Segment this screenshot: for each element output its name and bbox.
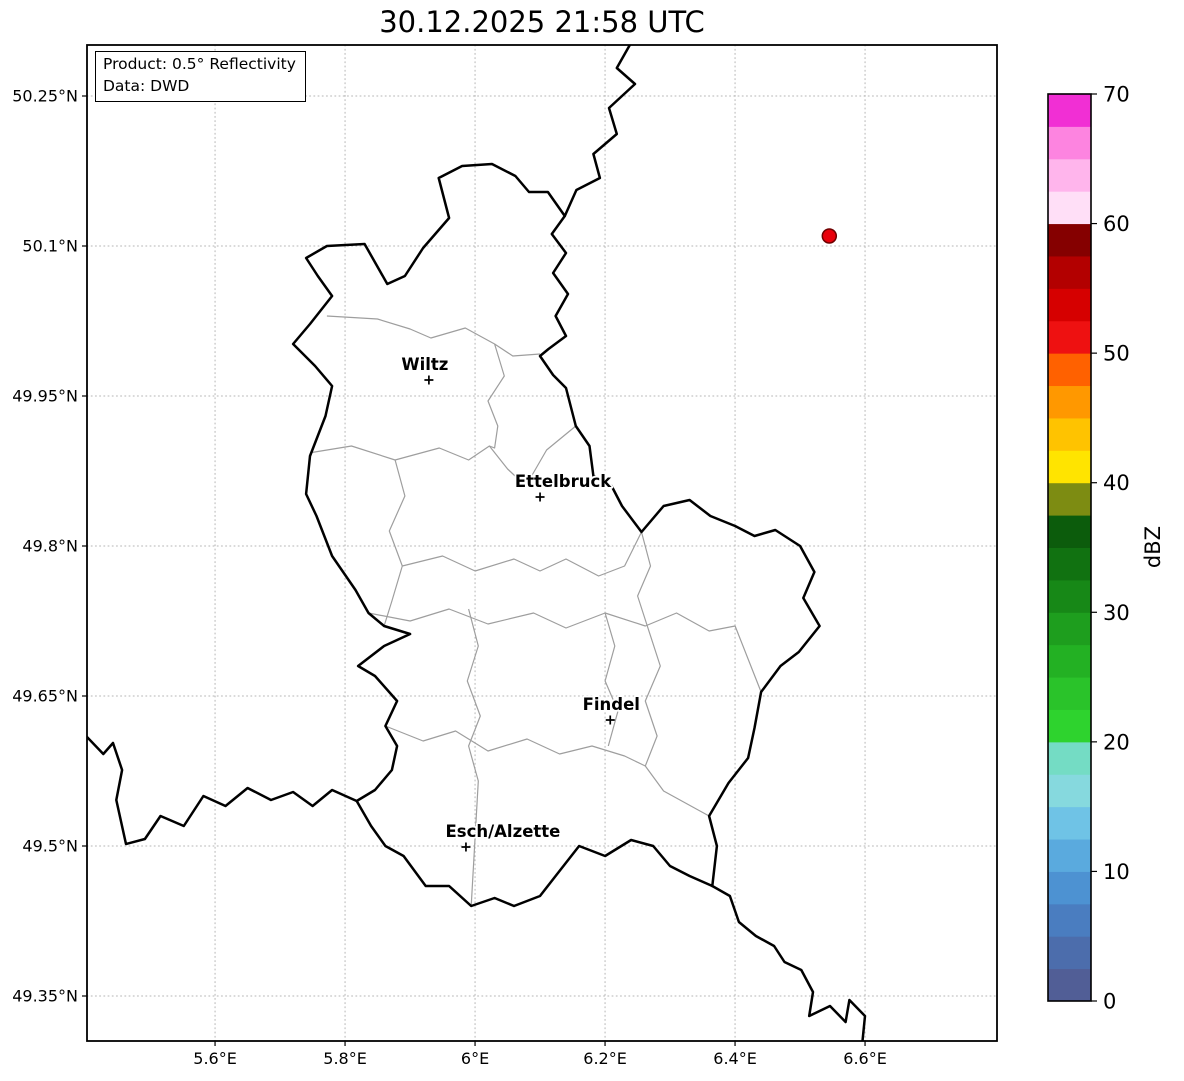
colorbar-tick-label: 50 [1103, 342, 1130, 366]
radar-echoes [821, 228, 838, 244]
colorbar-band [1048, 385, 1091, 419]
colorbar-band [1048, 223, 1091, 257]
colorbar: dBZ 0 10 20 30 40 50 60 70 [1047, 83, 1165, 1014]
y-tick-label: 49.95°N [12, 387, 78, 406]
colorbar-band [1048, 288, 1091, 322]
colorbar-band [1048, 677, 1091, 710]
radar-echo [821, 228, 838, 244]
colorbar-band [1048, 450, 1091, 484]
y-tick-label: 49.35°N [12, 987, 78, 1006]
colorbar-tick-label: 20 [1103, 730, 1130, 754]
colorbar-unit-label: dBZ [1141, 526, 1165, 568]
colorbar-frame [1047, 93, 1092, 1002]
city-marker [605, 715, 615, 725]
colorbar-band [1048, 417, 1091, 451]
canton-border [383, 459, 406, 627]
colorbar-band [1048, 94, 1091, 127]
city-markers: Wiltz Ettelbruck Findel Esch/Alzette [400, 353, 642, 852]
colorbar-band [1048, 482, 1091, 516]
canton-border [368, 608, 762, 693]
colorbar-tick-label: 60 [1103, 212, 1130, 236]
y-tick-label: 49.65°N [12, 687, 78, 706]
colorbar-band [1048, 806, 1091, 840]
france-germany-border [711, 884, 867, 1041]
info-box: Product: 0.5° Reflectivity Data: DWD [95, 51, 306, 103]
city-label: Wiltz [401, 355, 448, 374]
y-tick-label: 49.8°N [22, 537, 78, 556]
colorbar-band [1048, 741, 1091, 775]
colorbar-band [1048, 191, 1091, 225]
gridlines [87, 45, 997, 1041]
canton-border [308, 425, 577, 487]
belgium-germany-border [563, 45, 637, 218]
canton-border [466, 608, 481, 906]
colorbar-band [1048, 871, 1091, 905]
colorbar-tick-label: 30 [1103, 601, 1130, 625]
info-source: Data: DWD [103, 76, 190, 95]
luxembourg-border [291, 162, 821, 908]
city-label: Ettelbruck [515, 472, 612, 491]
colorbar-tick-label: 70 [1103, 83, 1130, 107]
colorbar-band [1048, 936, 1091, 970]
axes: 5.6°E 5.8°E 6°E 6.2°E 6.4°E 6.6°E 50.25°N 50.1°… [12, 87, 887, 1069]
colorbar-band [1048, 158, 1091, 192]
colorbar-band [1048, 903, 1091, 937]
x-tick-label: 6°E [461, 1049, 489, 1068]
colorbar-band [1048, 774, 1091, 808]
colorbar-tick-label: 0 [1103, 990, 1116, 1014]
plot-frame [86, 44, 998, 1042]
city-marker [535, 492, 545, 502]
canton-border [402, 531, 643, 577]
x-tick-label: 5.8°E [323, 1049, 367, 1068]
colorbar-band [1048, 612, 1091, 646]
city-label: Esch/Alzette [446, 822, 561, 841]
x-tick-label: 6.2°E [583, 1049, 627, 1068]
figure-title: 30.12.2025 21:58 UTC [379, 5, 705, 39]
canton-border [385, 725, 646, 767]
city-marker [424, 375, 434, 385]
x-tick-label: 6.4°E [713, 1049, 757, 1068]
y-tick-label: 49.5°N [22, 837, 78, 856]
canton-border [326, 315, 541, 357]
colorbar-band [1048, 968, 1091, 1002]
colorbar-band [1048, 353, 1091, 387]
city-marker [461, 842, 471, 852]
canton-border [604, 612, 619, 747]
x-tick-label: 6.6°E [843, 1049, 887, 1068]
colorbar-band [1048, 579, 1091, 613]
country-borders [87, 45, 867, 1041]
france-belgium-border [87, 735, 358, 846]
colorbar-band [1048, 644, 1091, 678]
canton-border [637, 531, 710, 817]
colorbar-band [1048, 320, 1091, 354]
colorbar-band [1048, 126, 1091, 160]
canton-border [487, 343, 505, 449]
y-tick-label: 50.1°N [22, 237, 78, 256]
info-product: Product: 0.5° Reflectivity [103, 55, 296, 73]
colorbar-band [1048, 515, 1091, 548]
colorbar-band [1048, 547, 1091, 581]
canton-borders [308, 315, 762, 906]
x-tick-label: 5.6°E [193, 1049, 237, 1068]
colorbar-band [1048, 839, 1091, 872]
colorbar-tick-label: 40 [1103, 471, 1130, 495]
colorbar-band [1048, 255, 1091, 289]
y-tick-label: 50.25°N [12, 87, 78, 106]
colorbar-tick-label: 10 [1103, 860, 1130, 884]
city-label: Findel [583, 695, 640, 714]
colorbar-band [1048, 709, 1091, 743]
